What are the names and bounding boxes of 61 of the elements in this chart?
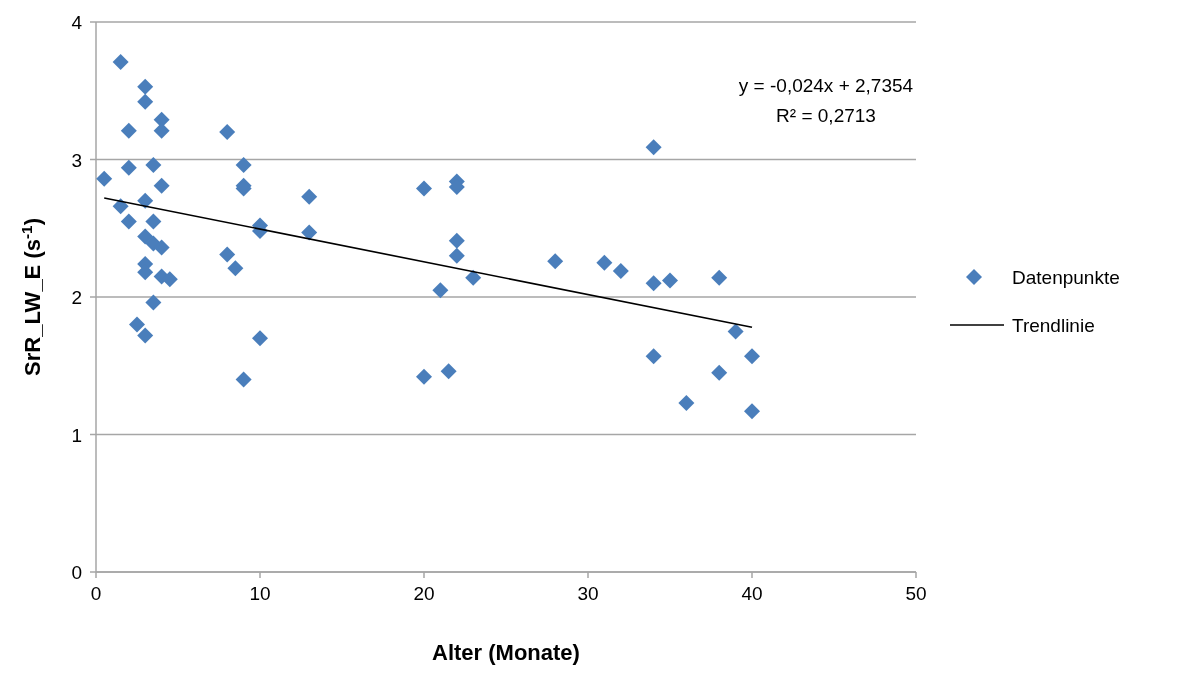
- point: [711, 364, 728, 381]
- point: [416, 368, 432, 385]
- point: [96, 170, 113, 187]
- y-tick-label: 1: [71, 424, 82, 446]
- legend-label: Datenpunkte: [1012, 267, 1120, 288]
- point: [145, 213, 162, 230]
- point: [448, 232, 465, 249]
- point: [547, 253, 564, 270]
- x-tick-label: 20: [413, 583, 435, 604]
- annotation: R² = 0,2713: [776, 105, 876, 126]
- point: [645, 348, 662, 365]
- point: [432, 282, 449, 299]
- y-tick-label: 2: [71, 287, 82, 308]
- point: [129, 316, 145, 333]
- point: [678, 394, 695, 411]
- point: [662, 272, 678, 289]
- point: [448, 247, 465, 264]
- x-tick-label: 10: [249, 583, 271, 604]
- point: [153, 177, 170, 194]
- point: [145, 157, 162, 173]
- point: [645, 139, 662, 156]
- point: [235, 157, 252, 173]
- point: [137, 93, 154, 110]
- point: [645, 275, 662, 292]
- point: [137, 327, 154, 344]
- x-axis-title: Alter (Monate): [432, 640, 580, 665]
- point: [440, 363, 457, 380]
- point: [727, 323, 744, 340]
- point: [137, 78, 154, 95]
- legend-label: Trendlinie: [1012, 315, 1095, 336]
- point: [301, 188, 318, 205]
- point: [612, 262, 629, 279]
- point: [112, 198, 129, 215]
- x-tick-label: 30: [577, 583, 599, 604]
- y-tick-label: 4: [71, 12, 83, 33]
- point: [112, 53, 129, 70]
- point: [137, 192, 154, 209]
- point: [465, 269, 482, 286]
- point: [227, 260, 244, 277]
- point: [219, 246, 236, 263]
- point: [153, 239, 170, 256]
- point: [145, 294, 162, 311]
- point: [596, 254, 613, 271]
- x-tick-label: 40: [741, 583, 763, 604]
- y-tick-label: 0: [71, 562, 82, 583]
- point: [219, 124, 236, 140]
- annotation: y = -0,024x + 2,7354: [738, 75, 914, 96]
- x-tick-label: 0: [90, 583, 102, 604]
- point: [120, 122, 137, 139]
- y-tick-label: 3: [71, 149, 82, 171]
- point: [301, 224, 318, 241]
- point: [120, 213, 137, 230]
- point: [416, 180, 432, 197]
- point: [744, 348, 760, 365]
- x-tick-label: 50: [905, 583, 927, 604]
- point: [137, 228, 154, 245]
- point: [235, 371, 252, 388]
- point: [744, 403, 760, 420]
- point: [120, 159, 137, 176]
- point: [711, 269, 728, 286]
- point: [252, 330, 268, 347]
